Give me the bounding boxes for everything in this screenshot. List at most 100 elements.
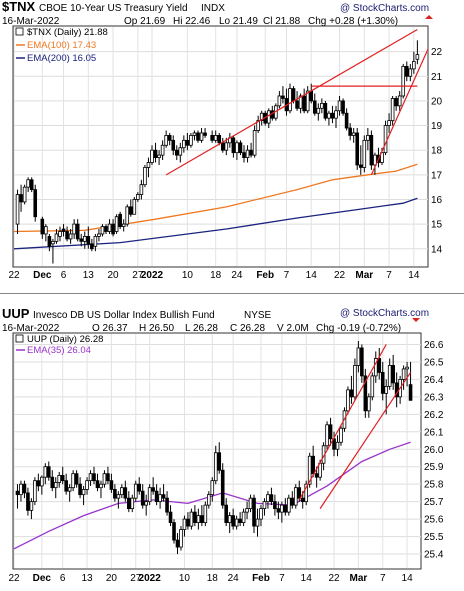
tnx-candle-body xyxy=(72,223,76,235)
uup-y-tick-label: 26.5 xyxy=(424,357,444,368)
uup-x-tick-label: Dec xyxy=(33,573,52,584)
tnx-candle-body xyxy=(235,142,239,154)
tnx-candle-body xyxy=(401,66,406,97)
tnx-candle-body xyxy=(79,238,84,242)
tnx-candle-body xyxy=(245,149,250,158)
tnx-y-tick-label: 22 xyxy=(431,47,443,58)
uup-candle-body xyxy=(307,455,312,485)
uup-x-tick-label: 13 xyxy=(81,573,93,584)
uup-candle-body xyxy=(46,466,51,478)
tnx-candle-body xyxy=(256,120,260,131)
tnx-legend-price: $TNX (Daily) 21.88 xyxy=(27,27,108,38)
uup-candle-body xyxy=(40,476,44,487)
uup-y-tick-label: 25.6 xyxy=(424,515,444,526)
uup-candle-body xyxy=(363,375,368,412)
tnx-candle-body xyxy=(259,112,264,122)
uup-candle-body xyxy=(154,490,159,503)
uup-change: Chg -0.19 (-0.72%) xyxy=(316,323,401,334)
uup-candle-body xyxy=(147,487,152,503)
uup-candles xyxy=(15,340,413,555)
tnx-x-tick-label: 20 xyxy=(108,270,120,281)
uup-x-tick-label: 20 xyxy=(106,573,118,584)
tnx-candle-body xyxy=(415,54,420,60)
tnx-candle-body xyxy=(302,95,306,112)
tnx-x-tick-label: 18 xyxy=(210,270,222,281)
uup-candle-body xyxy=(120,487,124,496)
tnx-x-tick-label: 7 xyxy=(386,270,392,281)
tnx-low: Lo 21.49 xyxy=(219,16,258,27)
uup-volume: V 2.0M xyxy=(277,323,309,334)
tnx-candle-body xyxy=(146,162,151,168)
tnx-watermark: @ StockCharts.com xyxy=(340,3,429,14)
uup-candle-body xyxy=(394,382,399,398)
tnx-candle-body xyxy=(383,125,388,154)
tnx-candle-body xyxy=(51,240,55,245)
tnx-candle-body xyxy=(58,231,62,237)
tnx-candle-body xyxy=(44,226,48,235)
tnx-candle-body xyxy=(312,100,317,114)
uup-candle-body xyxy=(78,483,82,496)
uup-candle-body xyxy=(116,494,121,499)
tnx-candle-body xyxy=(90,243,94,250)
tnx-legend: $TNX (Daily) 21.88 EMA(100) 17.43 EMA(20… xyxy=(15,27,108,64)
tnx-candle-body xyxy=(199,132,204,141)
tnx-candle-body xyxy=(277,95,282,107)
tnx-candle-body xyxy=(404,66,409,77)
tnx-candle-body xyxy=(75,223,80,240)
tnx-candle-body xyxy=(373,154,377,166)
tnx-candle-body xyxy=(362,139,367,168)
tnx-y-tick-label: 14 xyxy=(431,244,443,255)
tnx-candle-body xyxy=(295,100,299,109)
uup-candle-body xyxy=(88,473,93,482)
uup-x-tick-label: Feb xyxy=(252,573,270,584)
tnx-y-tick-label: 16 xyxy=(431,195,443,206)
uup-candle-body xyxy=(151,487,155,492)
uup-candle-body xyxy=(186,518,190,527)
tnx-symbol: $TNX xyxy=(2,0,36,14)
uup-candle-body xyxy=(50,476,55,489)
tnx-x-tick-label: 27 xyxy=(132,270,144,281)
tnx-x-tick-label: 6 xyxy=(61,270,67,281)
uup-x-tick-label: 10 xyxy=(179,573,191,584)
uup-candle-body xyxy=(328,424,333,440)
uup-candle-body xyxy=(245,508,249,513)
uup-y-tick-label: 25.5 xyxy=(424,532,444,543)
tnx-candle-body xyxy=(196,132,200,141)
uup-x-tick-label: 2022 xyxy=(139,573,162,584)
tnx-candle-body xyxy=(54,233,59,242)
tnx-candle-body xyxy=(136,194,140,200)
tnx-legend-ema100: EMA(100) 17.43 xyxy=(27,40,96,51)
tnx-candle-body xyxy=(344,112,349,129)
uup-high: H 26.50 xyxy=(139,323,174,334)
tnx-candle-body xyxy=(104,226,108,232)
uup-candle-body xyxy=(207,494,211,506)
uup-candle-body xyxy=(64,480,68,492)
uup-candle-body xyxy=(224,504,228,523)
tnx-candle-body xyxy=(249,149,253,156)
tnx-x-tick-label: Mar xyxy=(355,270,373,281)
tnx-candle-body xyxy=(224,142,229,151)
uup-candle-body xyxy=(325,424,329,447)
uup-candle-body xyxy=(15,490,20,496)
uup-candle-body xyxy=(273,501,277,510)
tnx-candle-body xyxy=(210,135,214,141)
uup-legend-swatch-price xyxy=(15,334,24,343)
tnx-y-tick-label: 17 xyxy=(431,170,443,181)
uup-closeval: C 26.28 xyxy=(230,323,265,334)
uup-symbol: UUP xyxy=(2,306,30,321)
uup-candle-body xyxy=(314,473,319,478)
uup-x-tick-label: 18 xyxy=(207,573,219,584)
tnx-y-tick-label: 20 xyxy=(431,96,443,107)
uup-candle-body xyxy=(60,475,65,482)
tnx-candle-body xyxy=(171,139,176,151)
uup-candle-body xyxy=(172,522,176,541)
tnx-x-tick-label: 10 xyxy=(182,270,194,281)
tnx-candle-body xyxy=(387,120,391,126)
uup-candle-body xyxy=(300,497,305,503)
tnx-candle-body xyxy=(160,144,165,156)
uup-x-tick-label: Mar xyxy=(349,573,367,584)
tnx-candle-body xyxy=(203,132,207,136)
uup-candle-body xyxy=(360,347,364,377)
